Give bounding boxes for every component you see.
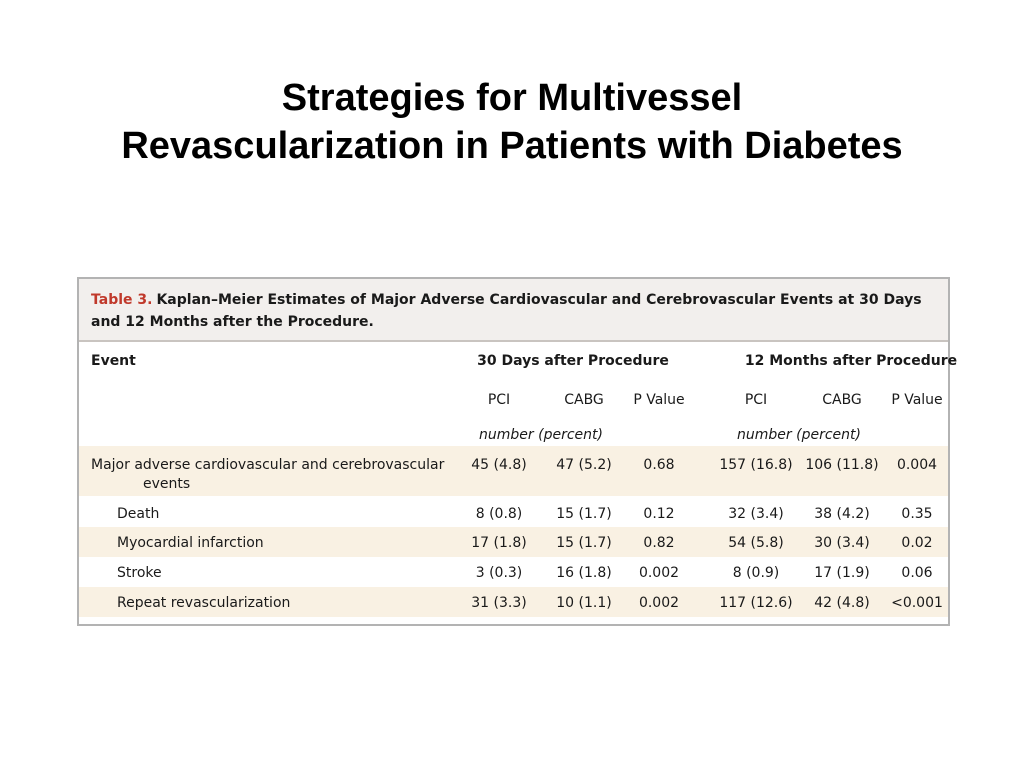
event-label: Stroke: [117, 565, 162, 581]
cell-cabg-12: 38 (4.2): [814, 506, 870, 522]
cell-cabg-30: 10 (1.1): [556, 595, 612, 611]
event-label: Death: [117, 506, 160, 522]
cell-p-30: 0.12: [643, 506, 675, 522]
caption-divider: [79, 340, 948, 342]
row-stripe: [79, 587, 948, 617]
cell-pci-12: 8 (0.9): [732, 565, 780, 581]
units-label-30: number (percent): [479, 427, 603, 443]
cell-p-12: 0.35: [901, 506, 933, 522]
slide-title-line-1: Strategies for Multivessel: [281, 77, 743, 119]
table-number: Table 3.: [91, 292, 153, 308]
cell-pci-12: 157 (16.8): [719, 457, 793, 473]
cell-cabg-12: 30 (3.4): [814, 535, 870, 551]
group-header-12-months: 12 Months after Procedure: [744, 353, 958, 369]
col-header-cabg-30: CABG: [564, 392, 604, 408]
col-header-p-30: P Value: [633, 392, 685, 408]
cell-p-12: 0.02: [901, 535, 933, 551]
cell-cabg-30: 15 (1.7): [556, 506, 612, 522]
cell-cabg-30: 15 (1.7): [556, 535, 612, 551]
event-label: Repeat revascularization: [117, 595, 291, 611]
cell-p-30: 0.002: [638, 565, 680, 581]
slide-title: Strategies for Multivessel Revasculariza…: [0, 74, 1024, 170]
units-label-12: number (percent): [737, 427, 861, 443]
cell-pci-30: 17 (1.8): [471, 535, 527, 551]
cell-pci-30: 8 (0.8): [475, 506, 523, 522]
cell-cabg-12: 17 (1.9): [814, 565, 870, 581]
table-caption-text: Kaplan–Meier Estimates of Major Adverse …: [91, 292, 922, 330]
cell-pci-12: 32 (3.4): [728, 506, 784, 522]
row-stripe: [79, 527, 948, 557]
cell-cabg-12: 42 (4.8): [814, 595, 870, 611]
cell-p-30: 0.68: [643, 457, 675, 473]
cell-cabg-12: 106 (11.8): [805, 457, 879, 473]
cell-pci-30: 45 (4.8): [471, 457, 527, 473]
cell-p-30: 0.82: [643, 535, 675, 551]
cell-p-30: 0.002: [638, 595, 680, 611]
event-label: Myocardial infarction: [117, 535, 264, 551]
cell-cabg-30: 47 (5.2): [556, 457, 612, 473]
col-header-pci-12: PCI: [744, 392, 768, 408]
cell-pci-30: 31 (3.3): [471, 595, 527, 611]
col-header-p-12: P Value: [891, 392, 943, 408]
cell-pci-12: 117 (12.6): [719, 595, 793, 611]
slide-title-line-2: Revascularization in Patients with Diabe…: [121, 125, 903, 167]
event-label: Major adverse cardiovascular and cerebro…: [91, 457, 445, 473]
cell-cabg-30: 16 (1.8): [556, 565, 612, 581]
cell-pci-30: 3 (0.3): [475, 565, 523, 581]
cell-p-12: <0.001: [891, 595, 943, 611]
group-header-30-days: 30 Days after Procedure: [477, 353, 669, 369]
row-stripe: [79, 446, 948, 496]
table-caption: Table 3. Kaplan–Meier Estimates of Major …: [79, 279, 948, 340]
event-column-header: Event: [91, 353, 136, 369]
col-header-pci-30: PCI: [487, 392, 511, 408]
event-label-continued: events: [143, 476, 191, 492]
cell-pci-12: 54 (5.8): [728, 535, 784, 551]
cell-p-12: 0.06: [901, 565, 933, 581]
results-table: Table 3. Kaplan–Meier Estimates of Major …: [77, 277, 957, 626]
col-header-cabg-12: CABG: [822, 392, 862, 408]
cell-p-12: 0.004: [896, 457, 938, 473]
